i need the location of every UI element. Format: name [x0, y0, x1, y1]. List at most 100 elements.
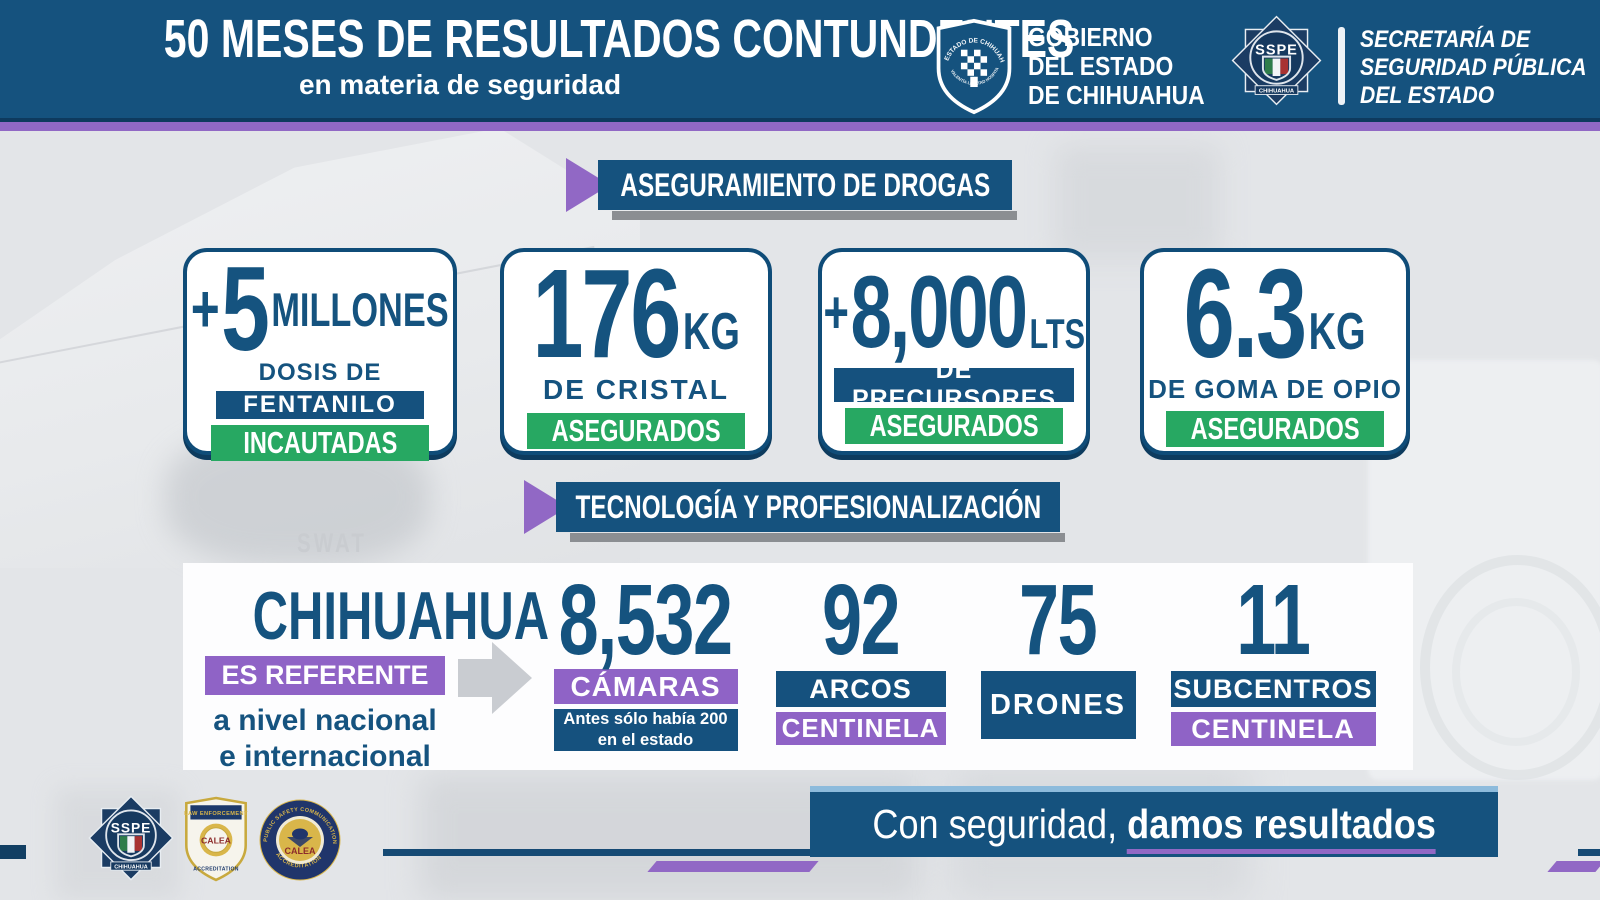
card-value-row: + 8,000 LTS — [823, 255, 1085, 370]
page-title: 50 MESES DE RESULTADOS CONTUNDENTES — [163, 9, 1075, 69]
calea-shield-badge: LAW ENFORCEMENT CALEA ACCREDITATION — [184, 796, 248, 882]
stat-note-line2: en el estado — [597, 731, 694, 749]
sspe-badge-crest — [117, 833, 145, 858]
sspe-badge-text: SSPE — [1255, 43, 1298, 59]
stat-card-precursores: + 8,000 LTS DE PRECURSORES ASEGURADOS — [818, 248, 1090, 455]
card-green-bar-label: ASEGURADOS — [1190, 411, 1360, 446]
swat-backdrop-text: SWAT — [297, 528, 367, 558]
header-bar — [0, 0, 1600, 118]
card-unit: MILLONES — [271, 282, 449, 336]
tech-stat-arcos: 92 ARCOS CENTINELA — [768, 564, 953, 745]
section-banner-shadow — [570, 533, 1065, 542]
tech-stat-camaras: 8,532 CÁMARAS Antes sólo había 200 en el… — [548, 564, 743, 751]
gobierno-wordmark: GOBIERNO DEL ESTADO DE CHIHUAHUA — [1028, 22, 1229, 111]
intro-title: CHIHUAHUA — [252, 578, 550, 654]
section-title-tecnologia: TECNOLOGÍA Y PROFESIONALIZACIÓN — [575, 488, 1041, 525]
footer-navy-line — [383, 849, 810, 856]
backdrop-headlight-outer — [1420, 555, 1600, 780]
gobierno-line2: DEL ESTADO — [1028, 51, 1174, 82]
card-value: 8,000 — [850, 255, 1028, 370]
card-green-bar: ASEGURADOS — [1166, 411, 1384, 447]
calea-shield-center-text: CALEA — [201, 836, 232, 846]
header-divider-line — [0, 118, 1600, 122]
card-green-bar-label: ASEGURADOS — [869, 408, 1039, 443]
card-unit: KG — [1308, 303, 1366, 361]
stat-value: 11 — [1236, 564, 1311, 676]
stat-note-bar: Antes sólo había 200 en el estado — [553, 709, 738, 751]
header-purple-stripe — [0, 122, 1600, 131]
card-unit: LTS — [1029, 310, 1085, 357]
header-vertical-divider — [1338, 27, 1345, 105]
card-green-bar: ASEGURADOS — [845, 408, 1063, 444]
card-green-bar-label: INCAUTADAS — [242, 425, 397, 460]
section-banner-drogas: ASEGURAMIENTO DE DROGAS — [598, 160, 1012, 210]
tech-stat-subcentros: 11 SUBCENTROS CENTINELA — [1168, 564, 1378, 746]
section-banner-tecnologia: TECNOLOGÍA Y PROFESIONALIZACIÓN — [556, 482, 1060, 532]
secretaria-line3: DEL ESTADO — [1360, 82, 1495, 110]
section-title-drogas: ASEGURAMIENTO DE DROGAS — [620, 166, 990, 203]
stat-blue-bar: DRONES — [980, 671, 1136, 739]
card-unit: KG — [682, 303, 740, 361]
stat-purple-bar: CENTINELA — [1170, 712, 1376, 746]
sspe-badge-text: SSPE — [111, 820, 152, 835]
footer-navy-bar-left — [0, 845, 26, 859]
stat-note-line1: Antes sólo había 200 — [563, 710, 728, 729]
card-value-row: + 5 MILLONES — [191, 249, 449, 369]
stat-card-goma-de-opio: 6.3 KG DE GOMA DE OPIO ASEGURADOS — [1140, 248, 1410, 455]
gobierno-line1: GOBIERNO — [1028, 22, 1153, 52]
stat-value: 8,532 — [559, 564, 733, 676]
gray-arrow-tip — [492, 642, 532, 714]
card-blue-bar: FENTANILO — [216, 391, 424, 419]
card-green-bar-label: ASEGURADOS — [551, 413, 721, 448]
card-green-bar: ASEGURADOS — [527, 413, 745, 449]
sspe-badge-crest — [1261, 55, 1292, 81]
card-value: 6.3 — [1184, 243, 1307, 385]
intro-line2: e internacional — [219, 740, 431, 773]
calea-round-badge: PUBLIC SAFETY COMMUNICATIONS ACCREDITATI… — [258, 798, 341, 881]
chihuahua-shield-logo: ESTADO DE CHIHUAHUA VALENTÍA LEALTAD HOS… — [932, 18, 1012, 115]
footer-purple-stripe-right — [1547, 861, 1600, 872]
sspe-badge-logo: SSPE CHIHUAHUA — [1231, 15, 1322, 106]
card-caption: DE CRISTAL — [543, 374, 729, 405]
secretaria-wordmark: SECRETARÍA DE SEGURIDAD PÚBLICA DEL ESTA… — [1360, 26, 1600, 110]
card-caption: DOSIS DE — [258, 359, 382, 386]
footer-purple-stripe — [647, 861, 819, 872]
card-value: 176 — [532, 243, 681, 385]
sspe-badge-ribbon-text: CHIHUAHUA — [1259, 89, 1295, 95]
stat-blue-bar: ARCOS — [775, 671, 946, 707]
calea-shield-bottom-text: ACCREDITATION — [193, 867, 239, 873]
card-blue-bar: DE PRECURSORES — [834, 356, 1074, 413]
plus-sign: + — [823, 279, 849, 346]
intro-line1: a nivel nacional — [213, 704, 437, 737]
stat-value: 92 — [821, 564, 901, 676]
slogan-regular: Con seguridad, — [872, 801, 1117, 847]
secretaria-line2: SEGURIDAD PÚBLICA — [1360, 54, 1587, 82]
backdrop-headlight-inner — [1452, 598, 1580, 746]
sspe-badge-logo-footer: SSPE CHIHUAHUA — [88, 795, 174, 881]
stat-value: 75 — [1019, 564, 1098, 676]
slogan-banner: Con seguridad, damos resultados — [810, 786, 1498, 857]
card-green-bar: INCAUTADAS — [211, 425, 429, 461]
slogan-bold: damos resultados — [1126, 801, 1436, 854]
card-caption: DE GOMA DE OPIO — [1148, 374, 1402, 404]
shield-checkerboard — [960, 49, 988, 88]
card-value-row: 6.3 KG — [1184, 243, 1366, 385]
stat-purple-bar: CÁMARAS — [553, 669, 738, 704]
secretaria-line1: SECRETARÍA DE — [1360, 26, 1531, 53]
page-subtitle: en materia de seguridad — [298, 69, 622, 101]
footer-navy-bar-right — [1578, 849, 1600, 856]
title-block: 50 MESES DE RESULTADOS CONTUNDENTES en m… — [20, 11, 1075, 101]
calea-shield-top-text: LAW ENFORCEMENT — [184, 811, 248, 817]
intro-purple-bar: ES REFERENTE — [205, 656, 445, 695]
stat-card-cristal: 176 KG DE CRISTAL ASEGURADOS — [500, 248, 772, 455]
stat-blue-bar: SUBCENTROS — [1170, 671, 1376, 707]
section-banner-shadow — [612, 211, 1017, 220]
sspe-badge-ribbon-text: CHIHUAHUA — [114, 864, 147, 870]
plus-sign: + — [191, 271, 221, 347]
stat-card-fentanilo: + 5 MILLONES DOSIS DE FENTANILO INCAUTAD… — [183, 248, 457, 461]
calea-round-center-text: CALEA — [285, 846, 316, 856]
gobierno-line3: DE CHIHUAHUA — [1028, 80, 1205, 111]
stat-purple-bar: CENTINELA — [775, 712, 946, 745]
card-value-row: 176 KG — [532, 243, 740, 385]
